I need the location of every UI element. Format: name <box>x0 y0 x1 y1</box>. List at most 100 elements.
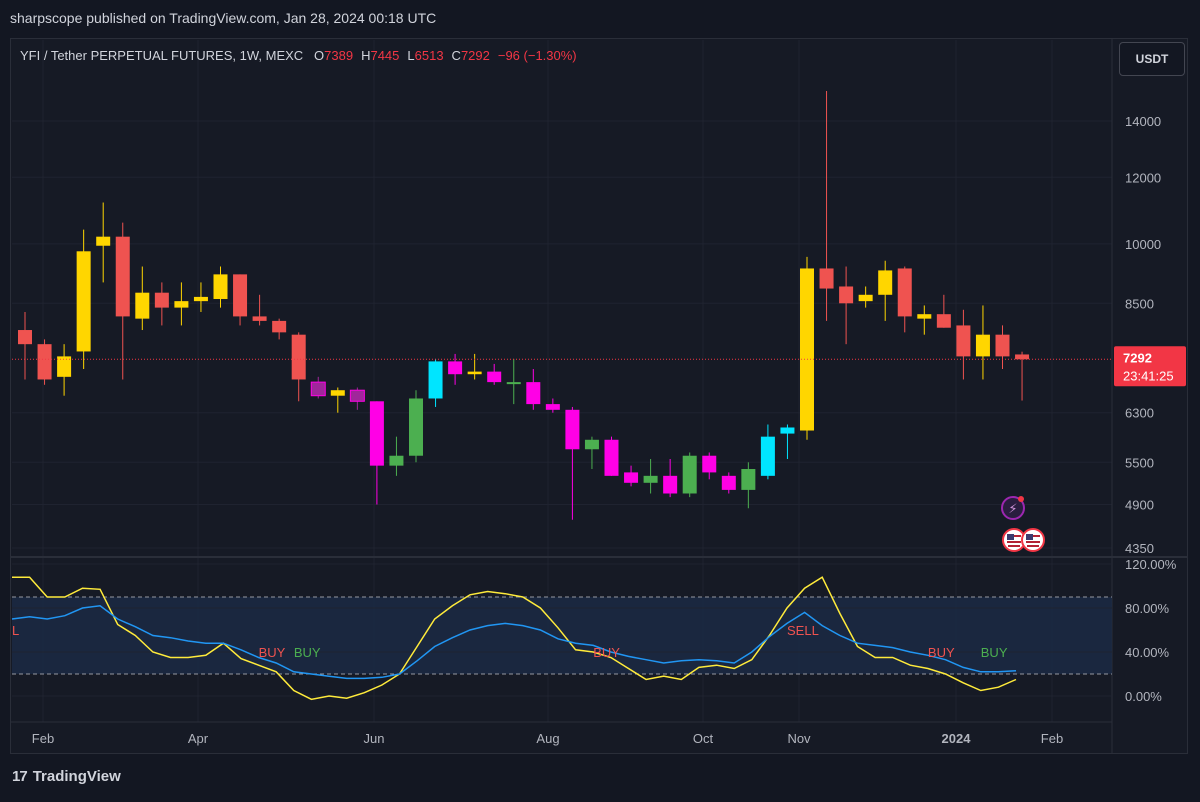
candles-layer <box>12 90 1112 520</box>
lightning-event-icon: ⚡ <box>1001 496 1025 520</box>
osc-tick-label: 120.00% <box>1125 557 1177 572</box>
osc-tick-label: 0.00% <box>1125 689 1162 704</box>
signal-label-buy: BUY <box>928 645 955 660</box>
candle-body <box>291 334 306 380</box>
candle-body <box>858 294 873 302</box>
candle-body <box>252 316 267 321</box>
flag-canton <box>1007 534 1014 540</box>
price-tick-label: 6300 <box>1125 406 1154 421</box>
candle-body <box>154 292 169 308</box>
oscillator-axis: 120.00% 80.00% 40.00% 0.00% <box>1125 557 1177 704</box>
currency-button[interactable]: USDT <box>1119 42 1185 76</box>
oscillator-band <box>12 597 1112 674</box>
change-value: −96 (−1.30%) <box>497 48 577 63</box>
signal-label-buy: BUY <box>259 645 286 660</box>
signal-label-buy: BUY <box>294 645 321 660</box>
open-value: 7389 <box>324 48 354 63</box>
close-value: 7292 <box>460 48 490 63</box>
candle-body <box>624 472 639 483</box>
candle-body <box>975 334 990 357</box>
price-tick-label: 10000 <box>1125 237 1161 252</box>
candle-body <box>741 469 756 490</box>
candle-body <box>604 439 619 476</box>
candle-body <box>721 475 736 490</box>
signal-label-buy: BUY <box>593 645 620 660</box>
osc-tick-label: 40.00% <box>1125 645 1170 660</box>
high-value: 7445 <box>370 48 400 63</box>
candle-body <box>819 268 834 289</box>
time-tick-label: 2024 <box>942 731 972 746</box>
price-tick-label: 4900 <box>1125 498 1154 513</box>
candle-body <box>936 314 951 328</box>
candle-body <box>369 401 384 466</box>
high-label: H <box>361 48 371 63</box>
time-tick-label: Jun <box>364 731 385 746</box>
candle-body <box>409 398 423 456</box>
candle-body <box>193 296 208 302</box>
candle-body <box>233 274 248 317</box>
candle-body <box>897 268 912 317</box>
time-axis: Feb Apr Jun Aug Oct Nov 2024 Feb <box>32 731 1063 746</box>
candle-body <box>956 325 971 357</box>
candle-body <box>565 409 580 450</box>
time-tick-label: Apr <box>188 731 209 746</box>
candle-body <box>584 439 599 450</box>
candle-body <box>526 382 541 405</box>
candle-body <box>213 274 228 300</box>
notification-dot <box>1018 496 1024 502</box>
time-tick-label: Nov <box>787 731 811 746</box>
candle-body <box>995 334 1010 357</box>
time-tick-label: Oct <box>693 731 714 746</box>
candle-body <box>487 371 502 383</box>
price-tick-label: 14000 <box>1125 114 1161 129</box>
time-tick-label: Feb <box>1041 731 1063 746</box>
candle-body <box>1015 354 1030 360</box>
price-tick-label: 8500 <box>1125 296 1154 311</box>
symbol-title: YFI / Tether PERPETUAL FUTURES, 1W, MEXC <box>20 48 304 63</box>
low-value: 6513 <box>414 48 444 63</box>
lightning-glyph: ⚡ <box>1008 502 1017 517</box>
candle-body <box>349 389 365 402</box>
candle-body <box>428 361 443 399</box>
candle-body <box>545 404 560 410</box>
price-axis: 14000 12000 10000 8500 6300 5500 4900 4350 7292 2… <box>1114 114 1186 556</box>
candle-body <box>878 270 893 295</box>
brand-name: TradingView <box>32 768 121 785</box>
candle-body <box>310 381 326 397</box>
price-badge-bg <box>1114 346 1186 387</box>
candle-body <box>506 382 521 385</box>
time-tick-label: Aug <box>536 731 559 746</box>
signal-label-l: L <box>12 623 19 638</box>
candle-body <box>448 361 463 375</box>
candle-body <box>800 268 814 431</box>
candle-body <box>18 330 32 345</box>
price-badge-value: 7292 <box>1123 350 1152 365</box>
candle-body <box>682 455 697 494</box>
price-badge-countdown: 23:41:25 <box>1123 368 1174 383</box>
candle-body <box>643 475 658 483</box>
signal-label-buy: BUY <box>981 645 1008 660</box>
tradingview-brand[interactable]: 17 TradingView <box>12 768 121 785</box>
candle-body <box>389 455 404 466</box>
low-label: L <box>407 48 415 63</box>
candle-body <box>272 320 287 333</box>
candle-body <box>760 436 775 476</box>
candle-body <box>663 475 678 494</box>
price-tick-label: 4350 <box>1125 541 1154 556</box>
candle-body <box>917 314 932 319</box>
us-flag-event-icon <box>1021 528 1045 552</box>
open-label: O <box>314 48 325 63</box>
lightning-event-circle <box>1001 496 1025 520</box>
close-label: C <box>451 48 461 63</box>
candle-body <box>96 236 111 246</box>
candle-body <box>702 455 717 473</box>
symbol-legend: YFI / Tether PERPETUAL FUTURES, 1W, MEXC… <box>20 48 585 63</box>
candle-body <box>839 286 854 304</box>
osc-tick-label: 80.00% <box>1125 601 1170 616</box>
d-line <box>11 605 1017 680</box>
tradingview-logo-icon: 17 <box>12 768 28 785</box>
price-tick-label: 5500 <box>1125 455 1154 470</box>
k-line <box>12 576 1017 701</box>
signal-label-sell: SELL <box>787 623 819 638</box>
